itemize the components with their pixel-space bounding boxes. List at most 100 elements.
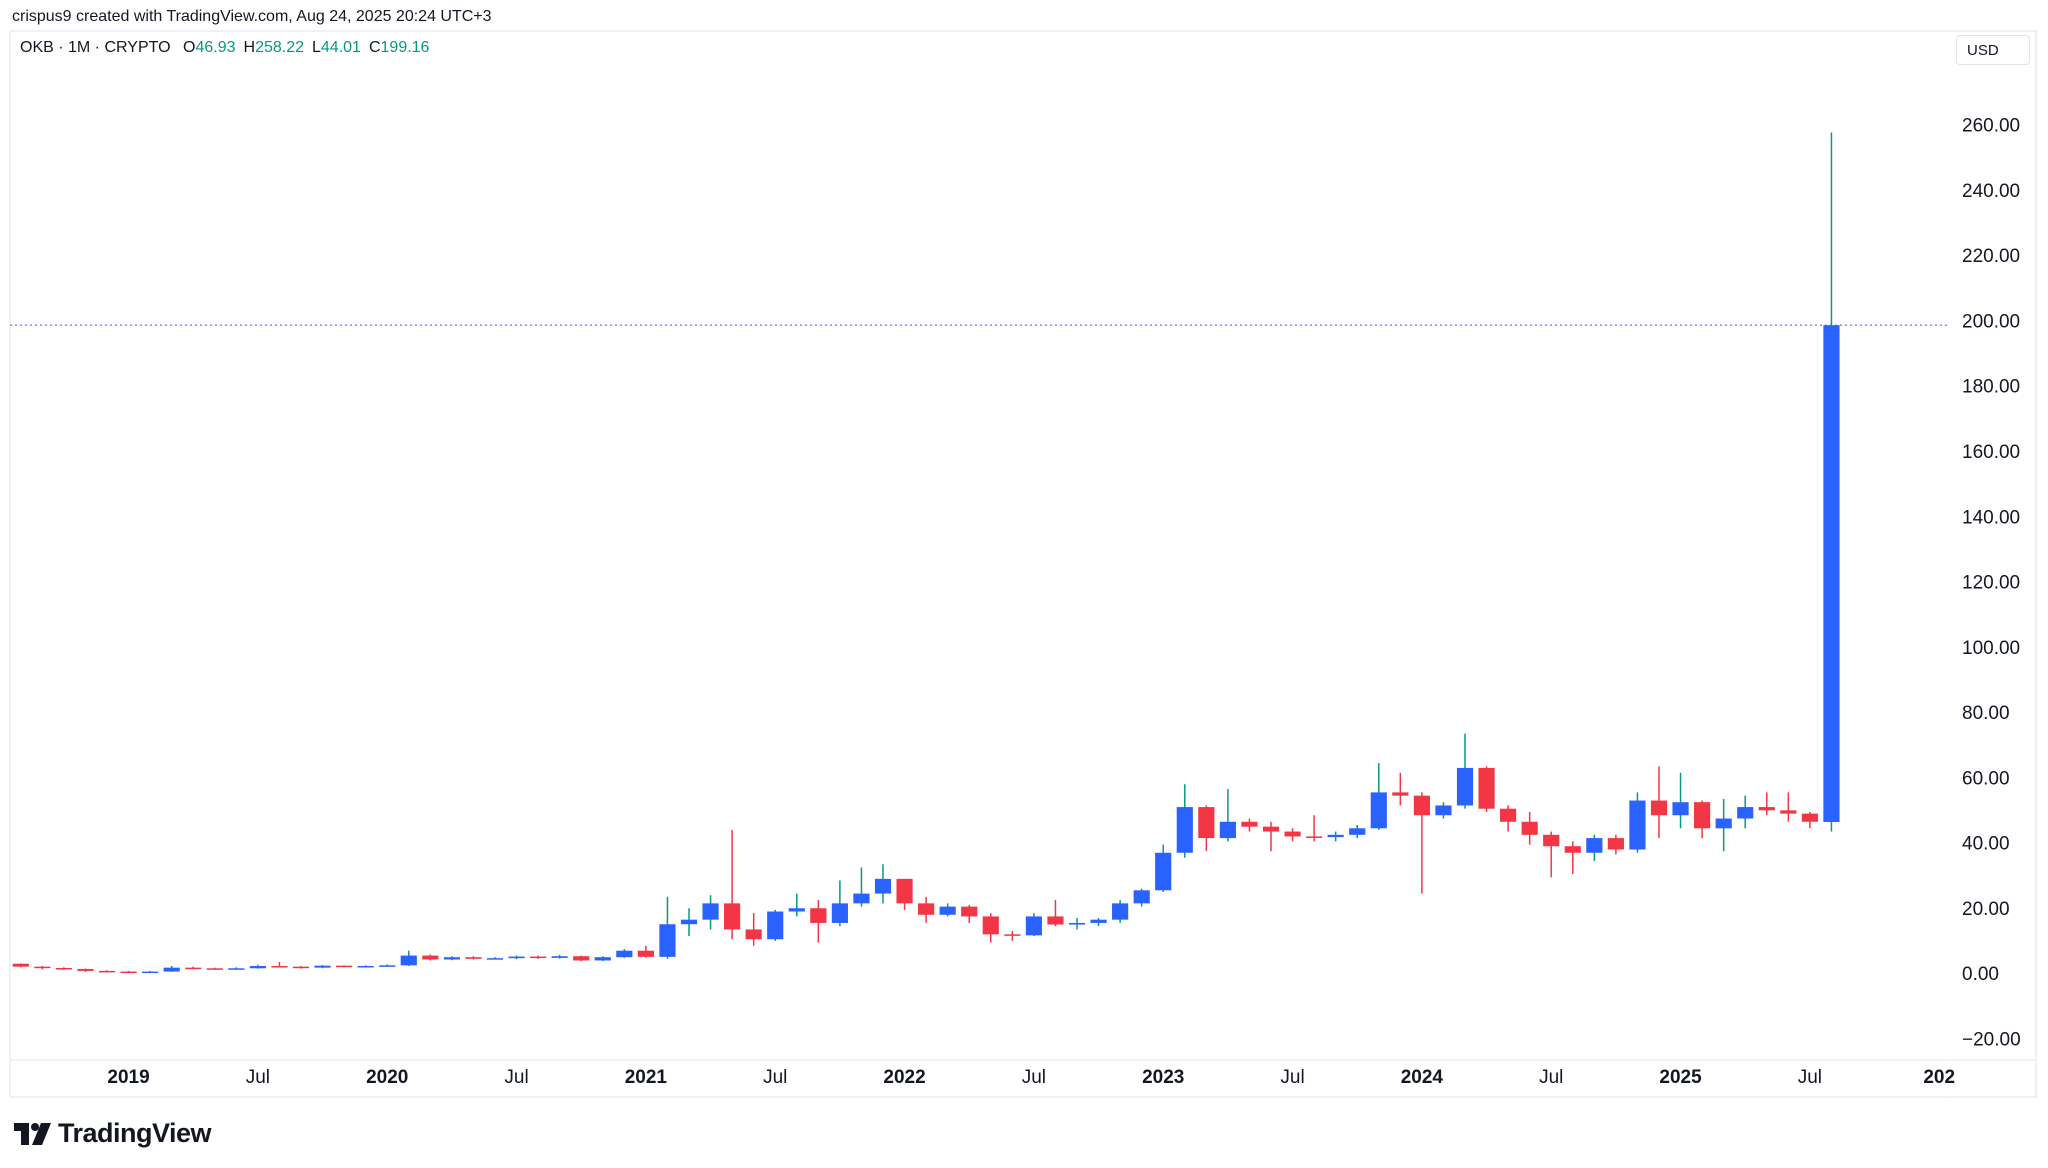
y-tick-label: 140.00 bbox=[1962, 507, 2020, 528]
candle-body bbox=[1694, 802, 1711, 829]
candle-body bbox=[379, 965, 396, 967]
y-tick-label: 60.00 bbox=[1962, 768, 2010, 789]
x-tick-label: 2024 bbox=[1401, 1067, 1444, 1088]
candle-body bbox=[98, 970, 116, 973]
candle-body bbox=[34, 966, 51, 969]
candle-body bbox=[77, 968, 94, 971]
candle-body bbox=[1500, 808, 1517, 822]
y-tick-label: 200.00 bbox=[1962, 311, 2020, 332]
candle-body bbox=[1241, 821, 1258, 827]
candle-body bbox=[573, 956, 590, 961]
candle-body bbox=[336, 965, 353, 968]
candle-body bbox=[1456, 767, 1474, 806]
candle-body bbox=[163, 967, 180, 972]
candle-body bbox=[918, 903, 935, 915]
logo: TradingView bbox=[14, 1118, 212, 1149]
y-tick-label: −20.00 bbox=[1962, 1029, 2021, 1050]
candle-body bbox=[1219, 821, 1236, 839]
ohlc-label: O bbox=[183, 39, 196, 56]
candle-body bbox=[831, 903, 848, 923]
candle-body bbox=[616, 950, 633, 958]
candle-body bbox=[1349, 828, 1366, 835]
candle-body bbox=[1586, 838, 1603, 853]
candle-body bbox=[1478, 767, 1495, 809]
y-tick-label: 240.00 bbox=[1962, 181, 2020, 202]
x-tick-label: Jul bbox=[1798, 1067, 1822, 1088]
symbol: OKB · 1M · CRYPTO bbox=[20, 39, 171, 56]
x-tick-label: 2021 bbox=[625, 1067, 668, 1088]
ohlc-label: H bbox=[243, 39, 256, 56]
x-tick-label: 2025 bbox=[1659, 1067, 1702, 1088]
x-tick-label: Jul bbox=[504, 1067, 528, 1088]
candle-body bbox=[1715, 818, 1732, 829]
x-tick-label: Jul bbox=[1022, 1067, 1046, 1088]
candle-body bbox=[1650, 800, 1668, 816]
candle-body bbox=[1284, 831, 1301, 837]
candle-body bbox=[702, 903, 719, 920]
candle-body bbox=[1004, 934, 1021, 936]
candle-body bbox=[142, 971, 159, 974]
candle-body bbox=[1198, 807, 1215, 839]
candle-body bbox=[1370, 792, 1387, 829]
candle-body bbox=[745, 929, 762, 940]
x-tick-label: 2020 bbox=[366, 1067, 408, 1088]
candle-body bbox=[1823, 325, 1840, 822]
candle-body bbox=[961, 906, 978, 917]
candle-body bbox=[1047, 916, 1064, 925]
candle-body bbox=[659, 924, 676, 957]
candle-body bbox=[1780, 810, 1797, 814]
candle-body bbox=[1672, 802, 1689, 816]
candle-body bbox=[422, 955, 439, 960]
x-tick-label: Jul bbox=[246, 1067, 270, 1088]
candle-body bbox=[724, 903, 741, 930]
y-tick-label: 0.00 bbox=[1962, 964, 1999, 985]
candle-body bbox=[1155, 852, 1172, 891]
currency-button[interactable]: USD bbox=[1956, 35, 2030, 65]
x-tick-label: Jul bbox=[763, 1067, 787, 1088]
candle-body bbox=[1392, 792, 1409, 796]
candle-body bbox=[1801, 813, 1818, 822]
candle-body bbox=[400, 955, 417, 966]
ohlc-label: L bbox=[312, 39, 321, 56]
candle-body bbox=[1607, 838, 1624, 850]
ohlc-label: C bbox=[368, 39, 381, 56]
ohlc-value: 44.01 bbox=[320, 39, 361, 56]
x-tick-label: 2022 bbox=[883, 1067, 925, 1088]
candle-body bbox=[249, 966, 266, 969]
candle-body bbox=[1133, 890, 1150, 904]
candle-body bbox=[788, 908, 805, 912]
ohlc-value: 258.22 bbox=[255, 39, 304, 56]
y-tick-label: 40.00 bbox=[1962, 834, 2010, 855]
candle-body bbox=[637, 950, 654, 957]
candle-body bbox=[1112, 903, 1129, 920]
candle-body bbox=[486, 958, 504, 960]
candle-body bbox=[1327, 834, 1344, 838]
candle-body bbox=[1758, 807, 1775, 811]
candle-body bbox=[1306, 836, 1323, 838]
candle-body bbox=[767, 911, 784, 940]
candle-body bbox=[1543, 834, 1560, 847]
y-tick-label: 80.00 bbox=[1962, 703, 2010, 724]
candle-body bbox=[1521, 821, 1538, 835]
candle-body bbox=[1068, 922, 1086, 925]
candle-body bbox=[982, 916, 999, 935]
candle-body bbox=[1262, 826, 1280, 832]
y-tick-label: 160.00 bbox=[1962, 442, 2020, 463]
y-tick-label: 180.00 bbox=[1962, 377, 2020, 398]
candle-body bbox=[1090, 919, 1107, 923]
candle-body bbox=[465, 957, 482, 959]
attribution: crispus9 created with TradingView.com, A… bbox=[12, 8, 492, 25]
candle-body bbox=[1564, 846, 1581, 853]
candle-body bbox=[443, 957, 460, 960]
chart-frame bbox=[9, 30, 2037, 1098]
candle-body bbox=[853, 893, 870, 904]
candle-body bbox=[594, 957, 611, 961]
candle-body bbox=[1176, 807, 1193, 853]
candle-body bbox=[1435, 805, 1452, 816]
candle-body bbox=[530, 956, 547, 959]
candle-body bbox=[357, 966, 374, 968]
candle-body bbox=[206, 968, 223, 970]
ohlc-value: 46.93 bbox=[195, 39, 236, 56]
logo-icon bbox=[14, 1122, 51, 1145]
